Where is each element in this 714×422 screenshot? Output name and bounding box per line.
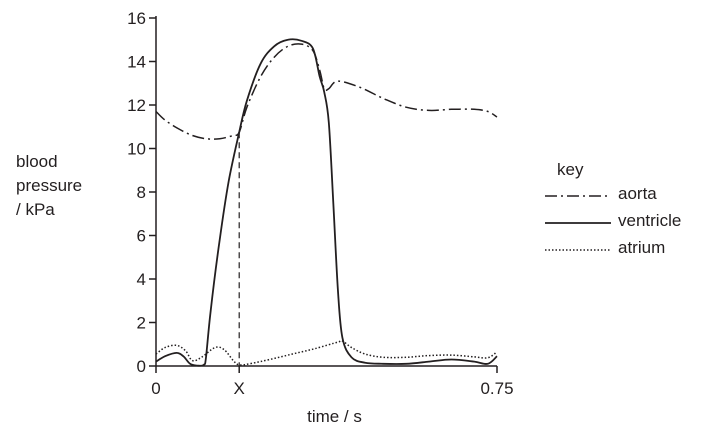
- y-axis-label-line-3: / kPa: [16, 200, 55, 219]
- legend-label-aorta: aorta: [618, 184, 657, 203]
- legend-title: key: [557, 160, 584, 179]
- legend-item-atrium: atrium: [545, 238, 714, 260]
- series-line-atrium: [155, 339, 498, 366]
- y-axis-label: blood pressure / kPa: [16, 150, 82, 222]
- legend-label-ventricle: ventricle: [618, 211, 682, 230]
- legend-item-ventricle: ventricle: [545, 211, 714, 233]
- y-tick-label-6: 6: [137, 227, 146, 246]
- x-tick-label-0: 0: [151, 379, 160, 398]
- x-axis-label: time / s: [307, 407, 362, 422]
- y-axis-label-line-2: pressure: [16, 176, 83, 195]
- y-tick-label-16: 16: [127, 9, 146, 28]
- y-tick-label-8: 8: [137, 183, 146, 202]
- y-axis-label-line-1: blood: [16, 152, 58, 171]
- y-tick-label-0: 0: [137, 357, 146, 376]
- series-line-aorta: [155, 43, 498, 140]
- y-tick-label-2: 2: [137, 314, 146, 333]
- y-tick-label-12: 12: [127, 96, 146, 115]
- y-tick-label-4: 4: [137, 270, 146, 289]
- legend-swatch-aorta: [545, 195, 611, 197]
- legend-item-aorta: aorta: [545, 184, 714, 206]
- legend-swatch-atrium: [545, 249, 611, 251]
- series-line-ventricle: [155, 38, 498, 367]
- legend-swatch-ventricle: [545, 222, 611, 224]
- x-tick-label-2: 0.75: [480, 379, 513, 398]
- legend-label-atrium: atrium: [618, 238, 666, 257]
- y-tick-label-14: 14: [127, 53, 146, 72]
- y-tick-label-10: 10: [127, 140, 146, 159]
- x-tick-label-1: X: [234, 379, 245, 398]
